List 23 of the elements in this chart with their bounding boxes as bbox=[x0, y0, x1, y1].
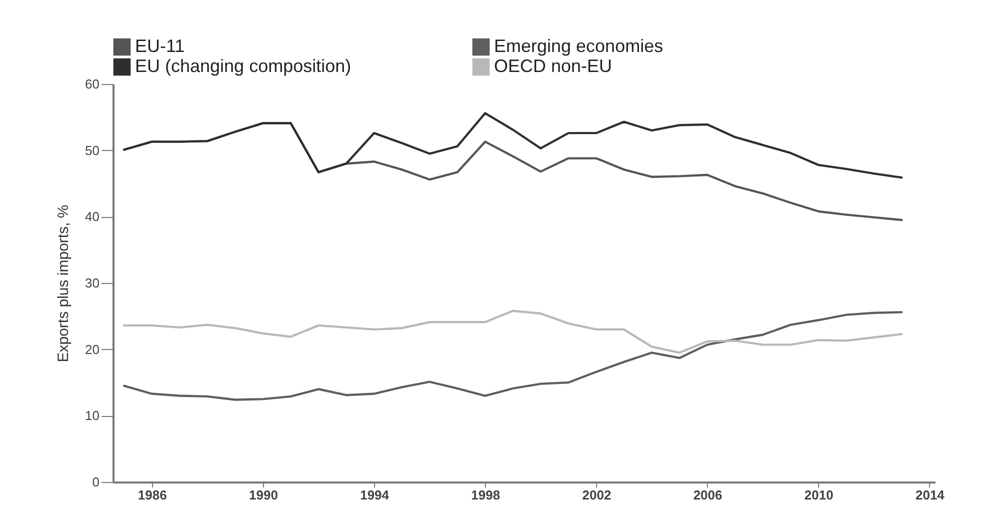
y-tick-label: 20 bbox=[85, 342, 100, 357]
x-tick-label: 1998 bbox=[471, 488, 500, 502]
x-tick-label: 2006 bbox=[693, 488, 722, 502]
x-tick-label: 1990 bbox=[249, 488, 278, 502]
legend-label: OECD non-EU bbox=[494, 56, 612, 76]
legend-label: EU (changing composition) bbox=[135, 56, 352, 76]
line-series bbox=[123, 112, 903, 179]
legend-label: EU-11 bbox=[135, 36, 185, 56]
y-tick-label: 50 bbox=[85, 142, 100, 158]
x-tick-label: 2014 bbox=[915, 488, 946, 502]
line-series bbox=[123, 311, 903, 401]
x-tick-label: 1994 bbox=[360, 488, 390, 502]
y-tick-label: 10 bbox=[85, 408, 100, 424]
x-tick-label: 1986 bbox=[138, 488, 167, 502]
x-tick-label: 2010 bbox=[804, 488, 834, 502]
y-tick-label: 40 bbox=[85, 209, 100, 224]
y-tick-label: 30 bbox=[85, 276, 100, 290]
y-axis-title: Exports plus imports, % bbox=[55, 204, 72, 362]
y-tick-label: 0 bbox=[92, 474, 100, 490]
y-tick-label: 60 bbox=[85, 76, 100, 92]
x-tick-label: 2002 bbox=[582, 488, 612, 502]
legend-label: Emerging economies bbox=[494, 36, 664, 56]
line-series bbox=[123, 310, 903, 354]
